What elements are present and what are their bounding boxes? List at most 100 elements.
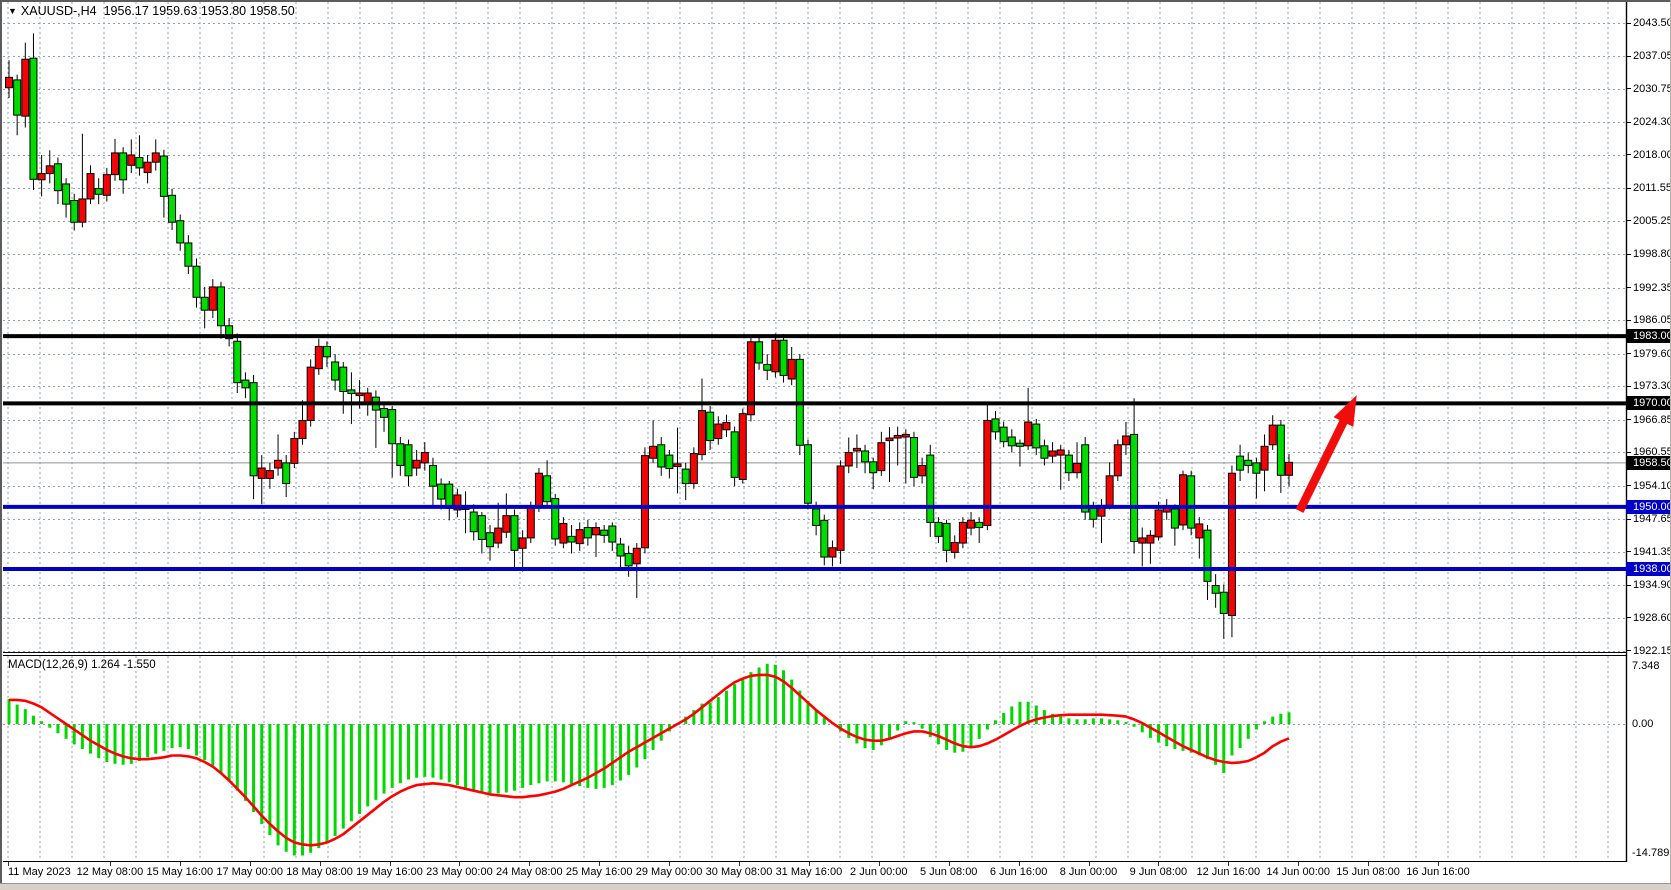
price-tick-label: 2018.00: [1633, 148, 1671, 161]
time-tick-mark: [319, 862, 321, 866]
candle-body: [1073, 462, 1082, 474]
time-axis-label: 18 May 08:00: [286, 866, 353, 878]
candle-body: [176, 220, 185, 244]
candle-body: [265, 470, 274, 479]
candle-body: [763, 364, 772, 371]
time-axis-label: 23 May 00:00: [426, 866, 493, 878]
candle-body: [331, 361, 340, 381]
candle-body: [1081, 444, 1090, 513]
time-tick-mark: [249, 862, 251, 866]
time-tick-mark: [1158, 862, 1160, 866]
candle-body: [1211, 585, 1220, 594]
candle-body: [689, 453, 698, 485]
candle-body: [86, 173, 95, 200]
time-axis-label: 15 Jun 08:00: [1336, 866, 1400, 878]
candle-body: [241, 379, 250, 389]
panel-borders: [3, 2, 1628, 862]
candle-body: [428, 464, 437, 487]
candle-body: [502, 515, 511, 533]
price-tick-mark: [1626, 584, 1631, 586]
candle-body: [477, 515, 486, 540]
time-tick-mark: [1018, 862, 1020, 866]
time-tick-mark: [669, 862, 671, 866]
time-tick-mark: [948, 862, 950, 866]
candle-body: [1170, 508, 1179, 529]
time-axis-label: 15 May 16:00: [146, 866, 214, 878]
candle-body: [306, 366, 315, 421]
price-tick-mark: [1626, 88, 1631, 90]
candle-body: [803, 444, 812, 504]
candle-body: [967, 519, 976, 529]
candle-body: [1252, 462, 1261, 474]
candle-body: [901, 433, 910, 438]
candle-body: [983, 419, 992, 526]
candle-body: [657, 444, 666, 468]
candle-body: [779, 339, 788, 376]
candlestick-series: [5, 33, 1294, 639]
candle-body: [1268, 424, 1277, 446]
time-tick-mark: [109, 862, 111, 866]
candle-body: [697, 410, 706, 456]
price-tick-label: 2037.05: [1633, 50, 1671, 63]
candle-body: [1146, 534, 1155, 544]
candle-body: [119, 152, 128, 181]
candle-body: [437, 483, 446, 500]
trend-arrow[interactable]: [1295, 395, 1357, 513]
candle-body: [225, 325, 234, 340]
candle-body: [649, 445, 658, 459]
price-tick-label: 1947.65: [1633, 513, 1671, 526]
candle-body: [355, 392, 364, 397]
time-axis-label: 9 Jun 08:00: [1129, 866, 1188, 878]
time-axis-label: 5 Jun 08:00: [919, 866, 978, 878]
candle-body: [1227, 472, 1236, 617]
candle-body: [1113, 444, 1122, 477]
symbol-title[interactable]: ▼ XAUUSD-,H4 1956.17 1959.63 1953.80 1958…: [8, 4, 295, 18]
time-tick-mark: [1298, 862, 1300, 866]
time-axis-label: 19 May 16:00: [356, 866, 423, 878]
window-top-border: [0, 0, 1671, 2]
candle-body: [1048, 450, 1057, 457]
candle-body: [184, 242, 193, 267]
candle-body: [412, 459, 421, 469]
price-tick-mark: [1626, 55, 1631, 57]
candle-body: [877, 442, 886, 472]
candle-body: [494, 527, 503, 544]
candle-body: [420, 452, 429, 464]
macd-zero-label: 0.00: [1632, 718, 1654, 730]
price-tick-label: 1992.35: [1633, 281, 1671, 294]
candle-body: [934, 521, 943, 537]
candle-body: [53, 163, 62, 192]
candle-body: [1187, 475, 1196, 529]
price-tick-label: 2024.30: [1633, 116, 1671, 129]
candle-body: [1024, 421, 1033, 447]
time-axis[interactable]: [0, 862, 1671, 883]
time-tick-mark: [8, 862, 9, 866]
candle-body: [975, 521, 984, 529]
window-left-border: [0, 0, 2, 889]
candle-body: [339, 366, 348, 392]
time-axis-label: 24 May 08:00: [495, 866, 563, 878]
symbol-dropdown-icon[interactable]: ▼: [8, 6, 17, 16]
candle-body: [322, 345, 331, 358]
candle-body: [746, 341, 755, 416]
candle-body: [1089, 507, 1098, 520]
candle-body: [592, 527, 601, 536]
candle-body: [958, 521, 967, 544]
price-tick-label: 2043.50: [1633, 17, 1671, 29]
time-axis-label: 11 May 2023: [8, 866, 71, 878]
time-axis-label: 25 May 16:00: [565, 866, 633, 878]
price-tick-mark: [1626, 650, 1631, 652]
candle-body: [159, 155, 168, 197]
time-axis-label: 14 Jun 00:00: [1266, 866, 1330, 878]
price-tick-label: 2030.75: [1633, 82, 1671, 95]
candle-body: [738, 413, 747, 480]
candle-body: [257, 467, 266, 479]
candle-body: [1056, 449, 1065, 456]
candle-body: [787, 358, 796, 380]
price-tick-mark: [1626, 617, 1631, 619]
price-tick-label: 2005.25: [1633, 214, 1671, 227]
macd-indicator: [7, 663, 1291, 856]
candle-body: [1285, 461, 1294, 476]
